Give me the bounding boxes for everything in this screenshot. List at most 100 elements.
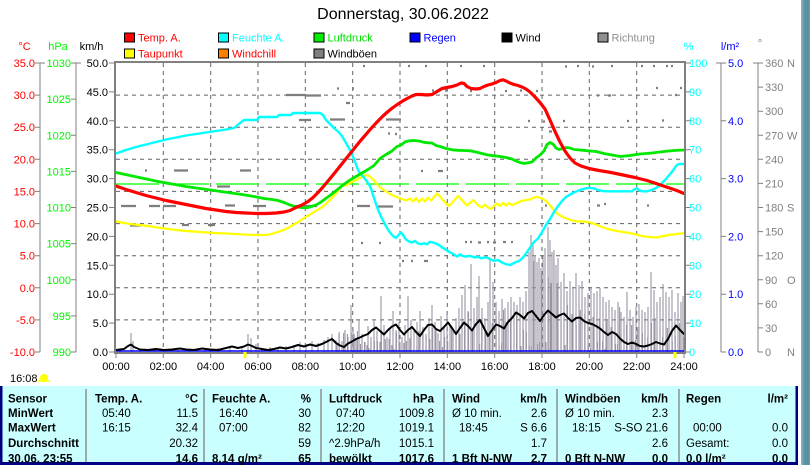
- svg-text:1005: 1005: [47, 239, 71, 251]
- svg-text:0.0: 0.0: [772, 454, 788, 465]
- svg-text:Richtung: Richtung: [612, 33, 655, 45]
- svg-text:120: 120: [765, 251, 783, 263]
- svg-text:hPa: hPa: [48, 41, 68, 53]
- svg-text:30: 30: [765, 323, 777, 335]
- svg-text:150: 150: [765, 227, 783, 239]
- svg-text:1015.1: 1015.1: [399, 438, 434, 450]
- svg-text:16:00: 16:00: [481, 361, 509, 373]
- svg-text:Feuchte A.: Feuchte A.: [232, 33, 285, 45]
- svg-text:1000: 1000: [47, 275, 71, 287]
- svg-text:16:15: 16:15: [102, 423, 131, 435]
- svg-text:Temp. A.: Temp. A.: [95, 394, 142, 406]
- svg-text:20.0: 20.0: [87, 231, 108, 243]
- svg-text:2.6: 2.6: [652, 438, 668, 450]
- svg-text:^2.9hPa/h: ^2.9hPa/h: [329, 438, 380, 450]
- svg-text:32.4: 32.4: [176, 423, 199, 435]
- svg-text:50.0: 50.0: [87, 58, 108, 70]
- svg-text:km/h: km/h: [641, 394, 668, 406]
- svg-text:4.0: 4.0: [728, 116, 743, 128]
- svg-text:82: 82: [298, 423, 311, 435]
- svg-text:1009.8: 1009.8: [399, 408, 434, 420]
- svg-text:00:00: 00:00: [693, 423, 722, 435]
- svg-text:05:40: 05:40: [102, 408, 131, 420]
- svg-text:40.0: 40.0: [87, 116, 108, 128]
- svg-text:12:00: 12:00: [386, 361, 414, 373]
- svg-text:270: 270: [765, 130, 783, 142]
- svg-text:45.0: 45.0: [87, 87, 108, 99]
- svg-text:25.0: 25.0: [14, 122, 35, 134]
- svg-text:l/m²: l/m²: [721, 41, 740, 53]
- svg-text:5.0: 5.0: [20, 251, 35, 263]
- svg-text:16:08: 16:08: [10, 373, 38, 385]
- svg-text:30: 30: [689, 260, 701, 272]
- svg-text:MaxWert: MaxWert: [8, 423, 56, 435]
- svg-text:5.0: 5.0: [728, 58, 743, 70]
- svg-text:0.0: 0.0: [93, 347, 108, 359]
- svg-text:Temp. A.: Temp. A.: [138, 33, 181, 45]
- svg-text:2.3: 2.3: [652, 408, 668, 420]
- svg-text:-5.0: -5.0: [16, 315, 35, 327]
- svg-text:18:15: 18:15: [572, 423, 601, 435]
- svg-text:N: N: [787, 347, 795, 359]
- svg-text:35.0: 35.0: [14, 58, 35, 70]
- svg-text:Ø 10 min.: Ø 10 min.: [565, 408, 615, 420]
- svg-text:06:00: 06:00: [244, 361, 272, 373]
- svg-text:00:00: 00:00: [102, 361, 130, 373]
- svg-text:1020: 1020: [47, 130, 71, 142]
- svg-text:Durchschnitt: Durchschnitt: [8, 438, 79, 450]
- svg-text:30.06. 23:55: 30.06. 23:55: [8, 454, 73, 465]
- svg-text:W: W: [787, 130, 798, 142]
- svg-text:1 Bft N-NW: 1 Bft N-NW: [452, 454, 512, 465]
- svg-text:Windböen: Windböen: [328, 49, 378, 61]
- svg-text:l/m²: l/m²: [768, 394, 789, 406]
- svg-text:10.0: 10.0: [14, 219, 35, 231]
- svg-text:2.0: 2.0: [728, 231, 743, 243]
- svg-text:1025: 1025: [47, 94, 71, 106]
- svg-text:Luftdruck: Luftdruck: [329, 394, 383, 406]
- svg-text:300: 300: [765, 106, 783, 118]
- svg-text:hPa: hPa: [413, 394, 435, 406]
- svg-text:07:40: 07:40: [336, 408, 365, 420]
- svg-text:180: 180: [765, 203, 783, 215]
- svg-text:0: 0: [765, 347, 771, 359]
- svg-text:330: 330: [765, 82, 783, 94]
- svg-text:25.0: 25.0: [87, 203, 108, 215]
- svg-text:24:00: 24:00: [670, 361, 698, 373]
- svg-text:90: 90: [689, 87, 701, 99]
- svg-text:0.0 l/m²: 0.0 l/m²: [686, 454, 726, 465]
- svg-text:Taupunkt: Taupunkt: [138, 49, 183, 61]
- svg-text:14.6: 14.6: [176, 454, 198, 465]
- svg-text:18:00: 18:00: [528, 361, 556, 373]
- svg-text:Ø 10 min.: Ø 10 min.: [452, 408, 502, 420]
- svg-text:2.7: 2.7: [531, 454, 547, 465]
- svg-text:km/h: km/h: [520, 394, 547, 406]
- svg-text:Windböen: Windböen: [565, 394, 620, 406]
- svg-text:240: 240: [765, 154, 783, 166]
- svg-text:8.14 g/m²: 8.14 g/m²: [212, 454, 262, 465]
- svg-text:60: 60: [689, 174, 701, 186]
- svg-text:Donnerstag, 30.06.2022: Donnerstag, 30.06.2022: [317, 6, 489, 23]
- svg-text:0 Bft N-NW: 0 Bft N-NW: [565, 454, 625, 465]
- svg-text:1010: 1010: [47, 203, 71, 215]
- svg-text:10.0: 10.0: [87, 289, 108, 301]
- svg-text:1015: 1015: [47, 166, 71, 178]
- svg-text:35.0: 35.0: [87, 145, 108, 157]
- svg-text:15.0: 15.0: [87, 260, 108, 272]
- svg-text:%: %: [301, 394, 311, 406]
- svg-text:Gesamt:: Gesamt:: [686, 438, 729, 450]
- svg-text:30.0: 30.0: [87, 174, 108, 186]
- svg-text:12:20: 12:20: [336, 423, 365, 435]
- svg-text:Regen: Regen: [424, 33, 456, 45]
- svg-text:30: 30: [298, 408, 311, 420]
- svg-text:995: 995: [53, 311, 71, 323]
- svg-text:210: 210: [765, 178, 783, 190]
- svg-text:°C: °C: [185, 394, 198, 406]
- svg-text:0.0: 0.0: [728, 347, 743, 359]
- svg-text:Windchill: Windchill: [232, 49, 276, 61]
- svg-text:65: 65: [298, 454, 311, 465]
- svg-text:0: 0: [689, 347, 695, 359]
- svg-text:5.0: 5.0: [93, 318, 108, 330]
- svg-text:60: 60: [765, 299, 777, 311]
- svg-text:990: 990: [53, 347, 71, 359]
- svg-text:20:00: 20:00: [576, 361, 604, 373]
